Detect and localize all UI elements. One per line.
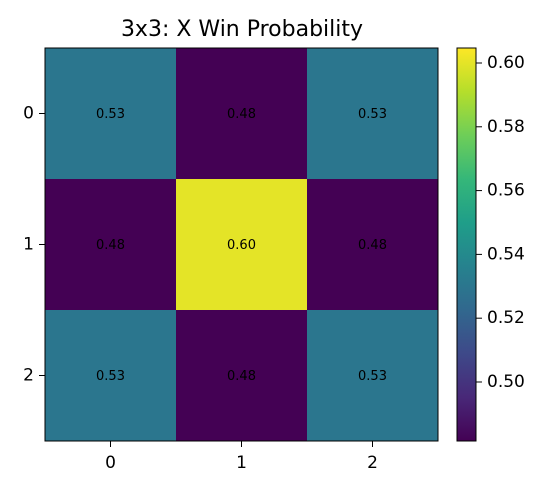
colorbar-frame	[456, 47, 477, 442]
heatmap-cell-2-2	[307, 310, 439, 442]
heatmap-cell-1-0	[45, 179, 177, 311]
y-tick-label-0: 0	[23, 104, 34, 124]
heatmap-cells	[45, 48, 439, 442]
colorbar-tick-label-5: 0.60	[487, 53, 525, 73]
x-tick-label-1: 1	[236, 453, 247, 473]
cell-value-label-1-1: 0.60	[227, 238, 256, 253]
cell-value-label-2-1: 0.48	[227, 369, 256, 384]
colorbar-tick-label-4: 0.58	[487, 117, 525, 137]
heatmap-cell-1-1	[176, 179, 308, 311]
y-tick-label-1: 1	[23, 235, 34, 255]
chart-title: 3x3: X Win Probability	[121, 17, 363, 42]
cell-value-label-2-2: 0.53	[358, 369, 387, 384]
colorbar-tick-label-1: 0.52	[487, 308, 525, 328]
y-tick-label-2: 2	[23, 366, 34, 386]
heatmap-cell-0-1	[176, 48, 308, 180]
heatmap-cell-2-0	[45, 310, 177, 442]
cell-value-label-0-2: 0.53	[358, 107, 387, 122]
heatmap-cell-0-0	[45, 48, 177, 180]
heatmap-cell-0-2	[307, 48, 439, 180]
cell-value-label-1-2: 0.48	[358, 238, 387, 253]
cell-value-label-0-1: 0.48	[227, 107, 256, 122]
x-tick-label-0: 0	[105, 453, 116, 473]
x-tick-label-2: 2	[367, 453, 378, 473]
heatmap-cell-2-1	[176, 310, 308, 442]
colorbar-ticks: 0.50 0.52 0.54 0.56 0.58 0.60	[476, 53, 525, 392]
colorbar-tick-label-3: 0.56	[487, 181, 525, 201]
colorbar	[457, 48, 476, 441]
x-axis-ticks: 0 1 2	[105, 441, 378, 473]
heatmap-cell-1-2	[307, 179, 439, 311]
cell-value-label-0-0: 0.53	[96, 107, 125, 122]
cell-value-label-2-0: 0.53	[96, 369, 125, 384]
colorbar-tick-label-2: 0.54	[487, 244, 525, 264]
cell-value-label-1-0: 0.48	[96, 238, 125, 253]
colorbar-tick-label-0: 0.50	[487, 372, 525, 392]
y-axis-ticks: 0 1 2	[23, 104, 45, 386]
heatmap-cell-labels: 0.53 0.48 0.53 0.48 0.60 0.48 0.53 0.48 0.53	[96, 107, 387, 384]
